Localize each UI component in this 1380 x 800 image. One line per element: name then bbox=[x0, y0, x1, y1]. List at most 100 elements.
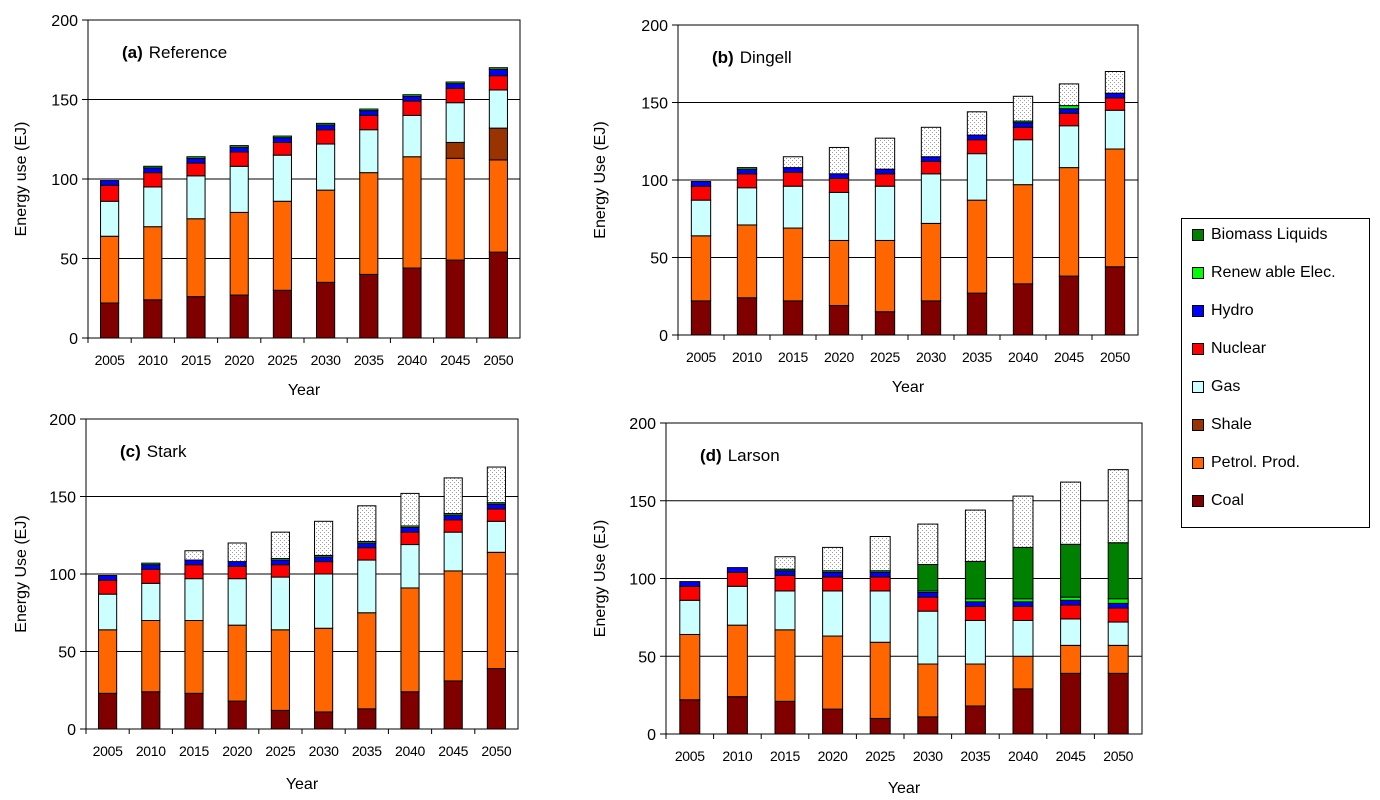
bar-segment-coal bbox=[357, 708, 377, 730]
x-tick-label: 2005 bbox=[95, 352, 125, 368]
bar-segment-hydro bbox=[1012, 601, 1034, 607]
x-tick-label: 2045 bbox=[440, 352, 470, 368]
x-tick-label: 2050 bbox=[481, 743, 511, 759]
x-tick-label: 2045 bbox=[438, 743, 468, 759]
bar-segment-nuclear bbox=[316, 129, 336, 145]
chart-panel-0: 0 50 100 150 200 2005 2010 2015 2020 2025 2030 2035… bbox=[13, 13, 521, 399]
bar-segment-gas bbox=[1060, 618, 1082, 646]
x-axis-label: Year bbox=[286, 776, 319, 793]
bar-segment-biomass bbox=[964, 560, 986, 600]
bar-segment-coal bbox=[314, 711, 334, 730]
bar-segment-petrol bbox=[774, 629, 796, 702]
bar-segment-nuclear bbox=[920, 160, 942, 175]
bar-segment-gas bbox=[1058, 125, 1080, 169]
bar-segment-hydro bbox=[316, 124, 336, 131]
bar-segment-gas bbox=[964, 619, 986, 665]
bar-segment-nuclear bbox=[679, 585, 701, 601]
panel-title-tag: (b) bbox=[712, 48, 734, 67]
bar-segment-nuclear bbox=[227, 565, 247, 580]
y-tick-label: 150 bbox=[49, 490, 76, 507]
bar-segment-savings bbox=[270, 531, 290, 560]
bar-segment-coal bbox=[690, 300, 712, 336]
chart-panel-1: 0 50 100 150 200 2005 2010 2015 2020 2025 2030 2035… bbox=[592, 18, 1139, 396]
bar-segment-hydro bbox=[143, 167, 163, 174]
bar-segment-savings bbox=[828, 146, 850, 175]
y-tick-label: 50 bbox=[638, 649, 656, 666]
bar-segment-gas bbox=[828, 191, 850, 241]
bar-segment-savings bbox=[486, 466, 506, 504]
bar-segment-hydro bbox=[314, 556, 334, 563]
bar-segment-hydro bbox=[100, 180, 120, 186]
x-tick-label: 2030 bbox=[309, 743, 339, 759]
bar-segment-renewable bbox=[229, 145, 249, 148]
bar-segment-coal bbox=[1104, 266, 1126, 336]
y-tick-label: 150 bbox=[641, 96, 668, 113]
legend-swatch-coal bbox=[1192, 495, 1204, 507]
bar-segment-petrol bbox=[400, 587, 420, 693]
bar-segment-gas bbox=[402, 114, 422, 158]
bar-segment-petrol bbox=[917, 663, 939, 718]
bar-segment-coal bbox=[443, 680, 463, 730]
bar-segment-petrol bbox=[1012, 655, 1034, 690]
bar-segment-petrol bbox=[143, 226, 163, 301]
bar-segment-hydro bbox=[1058, 108, 1080, 114]
bar-segment-nuclear bbox=[782, 171, 804, 187]
bar-segment-nuclear bbox=[1060, 604, 1082, 620]
bar-segment-savings bbox=[966, 111, 988, 136]
x-tick-label: 2030 bbox=[913, 748, 943, 764]
bar-segment-hydro bbox=[726, 567, 748, 573]
panel-title: (a) Reference bbox=[122, 43, 227, 62]
bar-segment-gas bbox=[100, 200, 120, 237]
bar-segment-coal bbox=[917, 716, 939, 735]
bar-segment-renewable bbox=[359, 108, 379, 112]
bar-segment-renewable bbox=[272, 135, 292, 139]
y-tick-label: 0 bbox=[659, 328, 668, 345]
bar-segment-nuclear bbox=[874, 173, 896, 187]
bar-segment-hydro bbox=[402, 95, 422, 102]
bar-segment-coal bbox=[1012, 283, 1034, 336]
bar-segment-hydro bbox=[141, 564, 161, 570]
bar-segment-gas bbox=[486, 520, 506, 553]
bar-segment-gas bbox=[920, 173, 942, 224]
y-tick-label: 50 bbox=[58, 645, 76, 662]
x-tick-label: 2050 bbox=[483, 352, 513, 368]
bar-segment-petrol bbox=[445, 157, 465, 261]
bar-segment-nuclear bbox=[141, 568, 161, 584]
bar-segment-coal bbox=[445, 259, 465, 339]
legend-item-nuclear: Nuclear bbox=[1192, 339, 1266, 359]
bar-segment-gas bbox=[488, 89, 508, 129]
bar-segment-savings bbox=[1012, 95, 1034, 122]
x-tick-label: 2020 bbox=[224, 352, 254, 368]
chart-panel-2: 0 50 100 150 200 2005 2010 2015 2020 2025 2030 2035… bbox=[13, 412, 519, 793]
bar-segment-gas bbox=[1012, 619, 1034, 657]
bar-segment-hydro bbox=[822, 571, 844, 578]
bar-segment-renewable bbox=[1107, 598, 1129, 604]
bar-segment-coal bbox=[100, 302, 120, 339]
y-tick-label: 0 bbox=[69, 331, 78, 348]
bar-segment-gas bbox=[822, 590, 844, 637]
bar-segment-coal bbox=[782, 300, 804, 336]
bar-segment-nuclear bbox=[359, 114, 379, 131]
bar-segment-coal bbox=[486, 668, 506, 730]
x-tick-label: 2010 bbox=[136, 743, 166, 759]
bar-segment-gas bbox=[966, 153, 988, 201]
x-tick-label: 2010 bbox=[722, 748, 752, 764]
bar-segment-hydro bbox=[1012, 122, 1034, 128]
y-tick-label: 100 bbox=[641, 173, 668, 190]
bar-segment-savings bbox=[357, 505, 377, 542]
bar-segment-coal bbox=[869, 717, 891, 735]
bar-segment-coal bbox=[98, 692, 118, 730]
panel-title-text: Larson bbox=[728, 446, 780, 465]
bar-segment-petrol bbox=[1104, 148, 1126, 268]
bar-segment-savings bbox=[1058, 83, 1080, 107]
x-tick-label: 2025 bbox=[267, 352, 297, 368]
bar-segment-coal bbox=[920, 300, 942, 336]
legend-item-coal: Coal bbox=[1192, 491, 1244, 511]
bar-segment-gas bbox=[736, 187, 758, 226]
bar-segment-petrol bbox=[229, 211, 249, 296]
bar-segment-savings bbox=[822, 546, 844, 572]
bar-segment-gas bbox=[186, 175, 206, 220]
bar-segment-gas bbox=[184, 578, 204, 622]
bar-segment-coal bbox=[270, 709, 290, 730]
bar-segment-hydro bbox=[1107, 602, 1129, 609]
